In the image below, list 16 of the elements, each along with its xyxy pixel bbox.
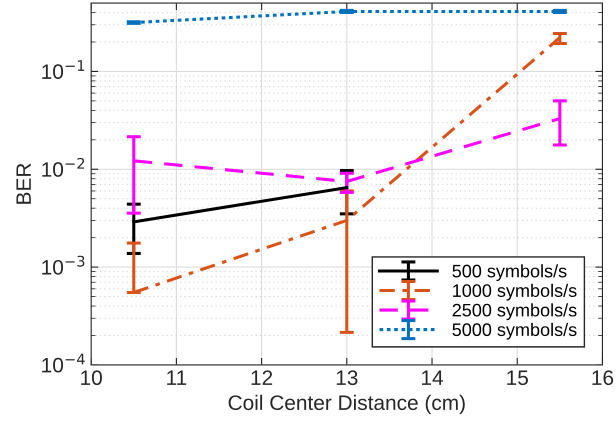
x-tick-label: 13 bbox=[336, 370, 358, 386]
legend-label: 1000 symbols/s bbox=[453, 284, 577, 301]
y-tick-label: 10$^{−3}$ bbox=[42, 256, 84, 275]
x-tick-label: 11 bbox=[167, 370, 186, 385]
x-tick-label: 15 bbox=[507, 370, 528, 386]
y-tick-label: 10$^{−2}$ bbox=[42, 158, 84, 177]
x-axis-title: Coil Center Distance (cm) bbox=[228, 394, 465, 414]
x-tick-label: 14 bbox=[422, 370, 443, 385]
y-tick-label: 10$^{−1}$ bbox=[42, 60, 84, 80]
x-tick-label: 12 bbox=[252, 370, 272, 385]
legend-label: 500 symbols/s bbox=[452, 264, 566, 282]
legend-label: 2500 symbols/s bbox=[452, 303, 577, 320]
x-tick-label: 16 bbox=[592, 370, 614, 386]
legend-label: 5000 symbols/s bbox=[452, 322, 577, 340]
x-tick-label: 10 bbox=[81, 370, 102, 386]
y-axis-title: BER bbox=[16, 164, 31, 204]
